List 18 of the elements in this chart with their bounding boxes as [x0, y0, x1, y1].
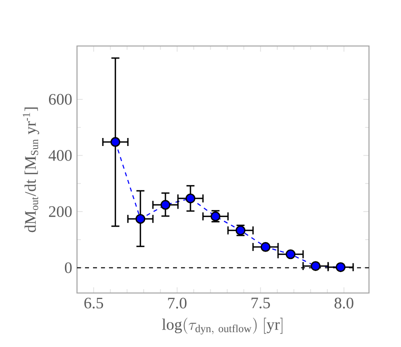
- point: [310, 261, 321, 271]
- y-tick-label: 200: [49, 206, 72, 217]
- point: [336, 262, 346, 272]
- y-tick-label: 600: [48, 94, 72, 105]
- point: [135, 214, 146, 224]
- y-axis-title: dM$_{out}$/dt [M$_{Sun}$ yr$^{-1}$]: [22, 107, 40, 232]
- point: [186, 193, 196, 204]
- x-tick-label: 7.0: [168, 298, 186, 309]
- x-tick-label: 7.5: [252, 298, 270, 308]
- point: [160, 200, 170, 210]
- point: [286, 249, 296, 260]
- y-tick-label: 400: [48, 150, 72, 161]
- x-tick-label: 6.5: [84, 298, 104, 309]
- point: [260, 242, 270, 252]
- x-axis-title: $\mathrm{log}(\tau_{\mathrm{dyn,\ outflow}})\ [\mathrm{yr}]$: [162, 318, 282, 334]
- x-tick-label: 8.0: [334, 298, 354, 309]
- point: [110, 137, 120, 147]
- y-tick-label: 0: [64, 262, 72, 274]
